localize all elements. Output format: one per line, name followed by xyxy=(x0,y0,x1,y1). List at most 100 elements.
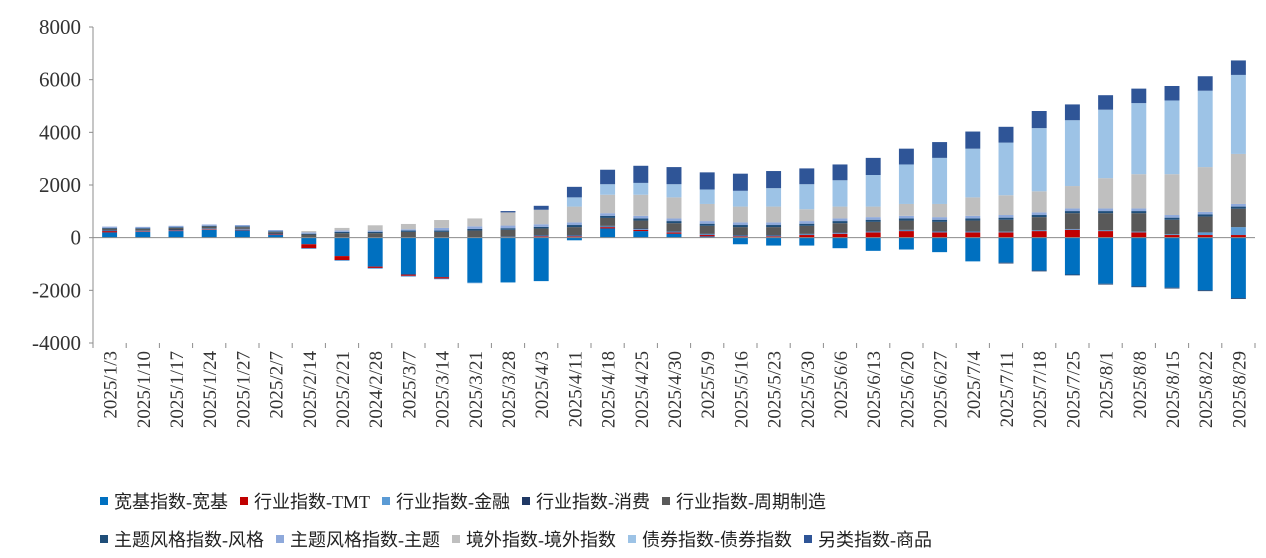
x-tick-label: 2025/4/18 xyxy=(599,351,620,428)
bar-segment xyxy=(268,230,284,232)
bar-group xyxy=(865,157,881,251)
bar-segment xyxy=(434,278,450,280)
bar-segment xyxy=(832,164,848,181)
bar-segment xyxy=(1197,214,1213,217)
x-tick-label: 2025/6/13 xyxy=(864,351,885,428)
bar-segment xyxy=(234,227,250,229)
bar-segment xyxy=(367,230,383,232)
bar-group xyxy=(633,165,649,238)
bar-segment xyxy=(268,232,284,234)
bar-segment xyxy=(600,227,616,229)
bar-segment xyxy=(766,236,782,238)
bar-segment xyxy=(201,229,217,230)
bar-segment xyxy=(500,237,516,283)
bar-group xyxy=(467,218,483,284)
bar-segment xyxy=(1064,229,1080,238)
bar-segment xyxy=(1230,237,1246,299)
legend-swatch xyxy=(662,497,670,505)
legend-label: 另类指数-商品 xyxy=(818,530,932,550)
bar-segment xyxy=(1197,290,1213,292)
legend-swatch xyxy=(804,535,812,543)
bar-segment xyxy=(1164,215,1180,218)
bar-segment xyxy=(434,231,450,238)
bar-segment xyxy=(1230,298,1246,300)
bar-segment xyxy=(832,233,848,238)
x-tick-label: 2025/4/11 xyxy=(565,351,586,427)
x-tick-label: 2025/2/14 xyxy=(300,351,321,429)
bar-segment xyxy=(268,235,284,238)
bar-segment xyxy=(135,230,151,231)
x-tick-label: 2025/1/3 xyxy=(101,351,122,419)
bar-segment xyxy=(566,235,582,237)
bar-segment xyxy=(400,275,416,277)
bar-segment xyxy=(1197,76,1213,91)
bar-segment xyxy=(1098,178,1114,209)
bar-segment xyxy=(1230,235,1246,238)
bar-segment xyxy=(1131,208,1147,212)
bar-segment xyxy=(168,229,184,231)
bar-segment xyxy=(766,237,782,246)
bar-segment xyxy=(699,203,715,222)
x-tick-label: 2025/4/3 xyxy=(532,351,553,419)
bar-segment xyxy=(998,217,1014,220)
bar-segment xyxy=(135,231,151,238)
bar-group xyxy=(533,205,549,282)
bar-segment xyxy=(400,237,416,275)
bar-group xyxy=(1031,111,1047,272)
bar-segment xyxy=(367,266,383,268)
bar-group xyxy=(766,171,782,246)
legend-item: 主题风格指数-风格 xyxy=(100,526,264,552)
bar-segment xyxy=(965,197,981,216)
bar-segment xyxy=(533,236,549,238)
bar-segment xyxy=(334,231,350,234)
bar-segment xyxy=(135,226,151,229)
bar-segment xyxy=(865,232,881,238)
bar-segment xyxy=(334,230,350,232)
bar-segment xyxy=(1064,211,1080,214)
legend-label: 主题风格指数-主题 xyxy=(290,530,440,550)
bar-segment xyxy=(1164,287,1180,289)
bar-group xyxy=(832,164,848,249)
bar-segment xyxy=(1197,90,1213,168)
bar-segment xyxy=(1031,237,1047,271)
legend-item: 主题风格指数-主题 xyxy=(276,526,440,552)
y-tick-label: 4000 xyxy=(39,120,81,144)
bar-segment xyxy=(998,126,1014,143)
bar-segment xyxy=(699,225,715,234)
bar-segment xyxy=(799,225,815,234)
bar-segment xyxy=(1098,237,1114,284)
bar-segment xyxy=(633,165,649,183)
bar-segment xyxy=(666,184,682,198)
x-tick-label: 2025/8/1 xyxy=(1097,351,1118,419)
bar-segment xyxy=(234,225,250,227)
legend-swatch xyxy=(100,497,108,505)
bar-segment xyxy=(799,221,815,224)
legend-label: 行业指数-金融 xyxy=(396,492,510,512)
bar-segment xyxy=(1230,206,1246,209)
x-tick-label: 2025/7/11 xyxy=(997,351,1018,427)
bar-segment xyxy=(234,226,250,228)
bar-segment xyxy=(699,172,715,190)
bar-segment xyxy=(1031,191,1047,213)
bar-segment xyxy=(766,227,782,236)
bar-segment xyxy=(799,233,815,235)
bar-group xyxy=(666,167,682,238)
x-tick-label: 2025/3/7 xyxy=(399,351,420,419)
bar-segment xyxy=(832,223,848,233)
bar-segment xyxy=(666,218,682,222)
bar-segment xyxy=(1164,237,1180,288)
bar-segment xyxy=(932,237,948,253)
bar-segment xyxy=(1064,274,1080,276)
legend-item: 行业指数-金融 xyxy=(382,488,510,514)
bar-segment xyxy=(566,206,582,223)
bar-segment xyxy=(1164,235,1180,238)
bar-segment xyxy=(1098,95,1114,110)
bar-segment xyxy=(732,236,748,238)
bar-segment xyxy=(666,197,682,219)
x-tick-label: 2025/7/25 xyxy=(1063,351,1084,428)
legend-swatch xyxy=(240,497,248,505)
bar-segment xyxy=(699,235,715,237)
bar-segment xyxy=(832,218,848,222)
bar-segment xyxy=(832,180,848,207)
